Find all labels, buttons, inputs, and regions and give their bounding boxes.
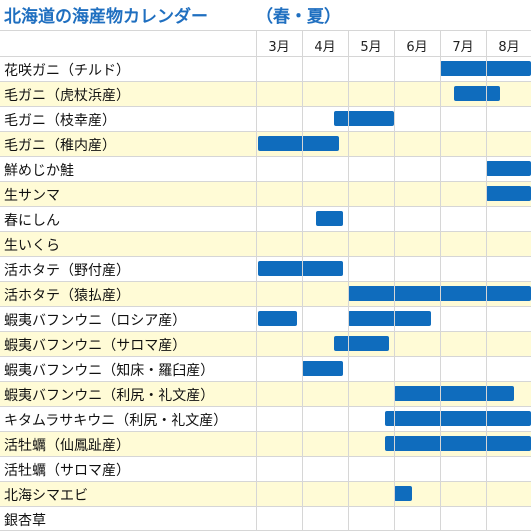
season-bar: [486, 186, 531, 201]
row-label: 生いくら: [4, 238, 60, 254]
season-bar: [486, 161, 531, 176]
calendar-row: 活牡蠣（サロマ産）: [0, 456, 531, 481]
season-bar: [394, 386, 514, 401]
chart-subtitle: （春・夏）: [256, 7, 341, 27]
month-label: 8月: [498, 40, 520, 55]
row-label: キタムラサキウニ（利尻・礼文産）: [4, 413, 228, 429]
season-bar: [440, 61, 531, 76]
row-divider: [0, 106, 531, 107]
row-label: 生サンマ: [4, 188, 60, 204]
row-label: 蝦夷バフンウニ（知床・羅臼産）: [4, 363, 215, 379]
month-label: 3月: [268, 40, 290, 55]
row-divider: [0, 381, 531, 382]
season-bar: [453, 86, 500, 101]
row-divider: [0, 231, 531, 232]
row-label: 銀杏草: [4, 513, 46, 529]
row-label: 毛ガニ（枝幸産）: [4, 113, 116, 129]
season-bar: [334, 336, 390, 351]
row-label: 北海シマエビ: [4, 488, 88, 504]
row-divider: [0, 181, 531, 182]
season-bar: [348, 311, 431, 326]
season-bar: [348, 286, 531, 301]
row-divider: [0, 306, 531, 307]
month-divider: [486, 30, 487, 531]
row-divider: [0, 81, 531, 82]
row-label: 活ホタテ（猿払産）: [4, 288, 130, 304]
calendar-row: 北海シマエビ: [0, 481, 531, 506]
row-label: 毛ガニ（虎杖浜産）: [4, 88, 130, 104]
season-bar: [258, 261, 344, 276]
row-label: 蝦夷バフンウニ（ロシア産）: [4, 313, 187, 329]
month-divider: [348, 30, 349, 531]
season-bar: [315, 211, 344, 226]
calendar-row: 毛ガニ（枝幸産）: [0, 106, 531, 131]
season-bar: [302, 361, 344, 376]
season-bar: [258, 136, 339, 151]
row-label: 春にしん: [4, 213, 60, 229]
calendar-row: 鮮めじか鮭: [0, 156, 531, 181]
row-divider: [0, 156, 531, 157]
row-label: 花咲ガニ（チルド）: [4, 63, 130, 79]
row-divider: [0, 356, 531, 357]
row-label: 毛ガニ（稚内産）: [4, 138, 116, 154]
month-label: 7月: [452, 40, 474, 55]
calendar-row: 蝦夷バフンウニ（知床・羅臼産）: [0, 356, 531, 381]
month-divider: [440, 30, 441, 531]
row-divider: [0, 406, 531, 407]
row-label: 蝦夷バフンウニ（利尻・礼文産）: [4, 388, 215, 404]
row-divider: [0, 56, 531, 57]
calendar-row: 銀杏草: [0, 506, 531, 531]
season-bar: [384, 436, 531, 451]
month-label: 6月: [406, 40, 428, 55]
month-divider: [256, 30, 257, 531]
row-divider: [0, 481, 531, 482]
calendar-row: 生サンマ: [0, 181, 531, 206]
row-label: 活ホタテ（野付産）: [4, 263, 130, 279]
row-divider: [0, 256, 531, 257]
season-bar: [394, 486, 413, 501]
row-divider: [0, 456, 531, 457]
row-label: 活牡蠣（サロマ産）: [4, 463, 130, 479]
month-label: 5月: [360, 40, 382, 55]
chart-title: 北海道の海産物カレンダー: [4, 7, 208, 27]
season-bar: [334, 111, 394, 126]
row-divider: [0, 206, 531, 207]
row-label: 鮮めじか鮭: [4, 163, 74, 179]
header-top-line: [0, 30, 531, 31]
calendar-row: 春にしん: [0, 206, 531, 231]
calendar-row: 生いくら: [0, 231, 531, 256]
row-divider: [0, 331, 531, 332]
row-label: 活牡蠣（仙鳳趾産）: [4, 438, 130, 454]
month-label: 4月: [314, 40, 336, 55]
month-divider: [394, 30, 395, 531]
row-label: 蝦夷バフンウニ（サロマ産）: [4, 338, 187, 354]
row-divider: [0, 131, 531, 132]
row-divider: [0, 431, 531, 432]
season-bar: [384, 411, 531, 426]
month-divider: [302, 30, 303, 531]
calendar-row: 毛ガニ（虎杖浜産）: [0, 81, 531, 106]
calendar-row: 蝦夷バフンウニ（サロマ産）: [0, 331, 531, 356]
row-divider: [0, 281, 531, 282]
row-divider: [0, 506, 531, 507]
season-bar: [258, 311, 298, 326]
